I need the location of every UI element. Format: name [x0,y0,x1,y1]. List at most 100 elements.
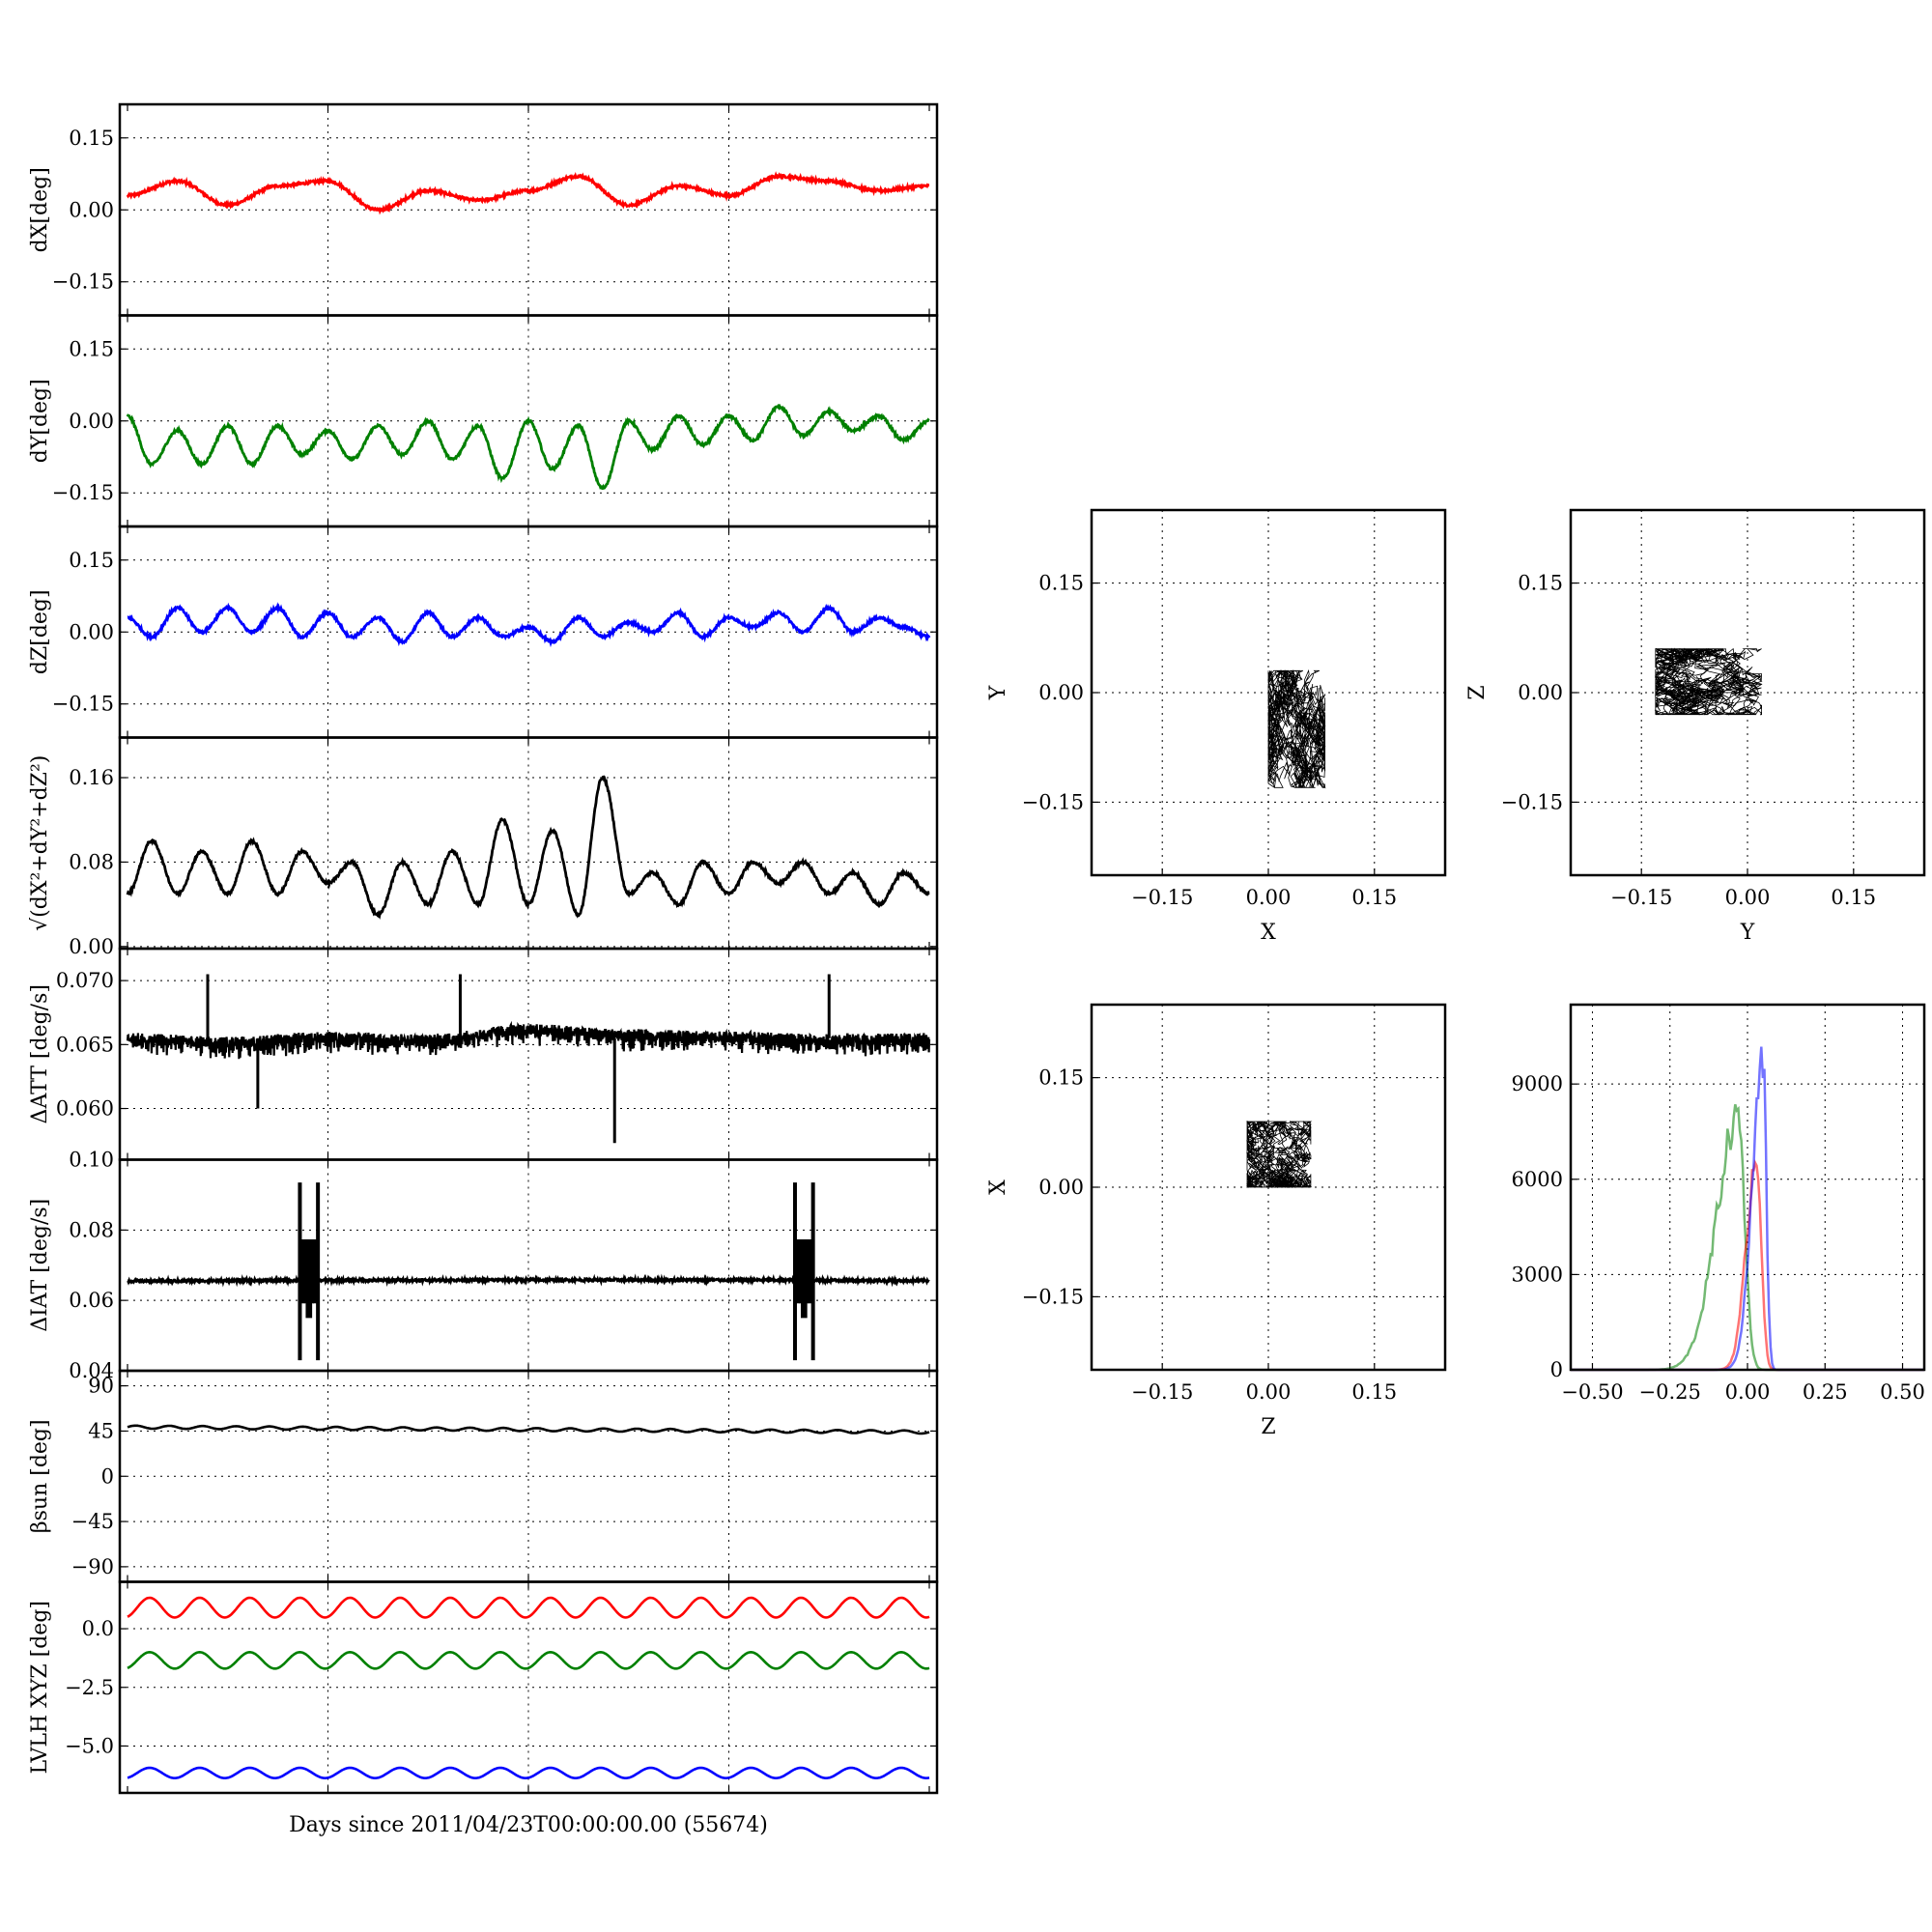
panel-histogram: −0.50 −0.25 0.00 0.25 0.50 0 3000 6000 9000 [1512,1003,1926,1404]
xtick-label: −0.25 [1639,1380,1701,1404]
series-line-0 [127,1596,930,1619]
ytick-label: 0.00 [69,620,114,643]
ytick-label: 0 [101,1464,114,1488]
xtick-label: 0.50 [1880,1380,1925,1404]
scatter-ylabel: Z [1465,685,1490,699]
series-group [126,974,931,1144]
scatter-xlabel: Y [1740,921,1755,945]
scatter-xlabel: Z [1261,1415,1275,1439]
ytick-label: 0.00 [69,410,114,433]
series-line [127,1424,930,1435]
ytick-label: 45 [88,1419,114,1442]
ylabel: LVLH XYZ [deg] [28,1601,52,1775]
ytick-label: 0.08 [69,850,114,873]
panel-frame [118,736,939,951]
ytick-label: 0.06 [69,1289,114,1312]
ytick-label: 0.15 [69,127,114,150]
panel-frame [1090,508,1447,877]
ytick-label: 0.15 [69,337,114,360]
xtick-label: 0.15 [1351,1380,1397,1404]
ytick-label: 0.10 [69,1149,114,1172]
ylabel: dZ[deg] [28,589,52,674]
panel-dX: −0.15 0.00 0.15 dX[deg] [28,102,939,317]
ytick-label: 0.16 [69,766,114,789]
ytick-label: 0.15 [1038,1066,1084,1090]
series-group [127,602,931,648]
xtick-label: 0.15 [1351,886,1397,909]
xtick-label: −0.15 [1131,886,1193,909]
ylabel: βsun [deg] [28,1419,52,1533]
xtick-label: −0.15 [1610,886,1672,909]
scatter-trace [1245,1120,1313,1189]
ylabel: dY[deg] [28,379,52,463]
ytick-label: 0.04 [69,1359,114,1382]
ylabel: ΔIAT [deg/s] [28,1199,52,1332]
xtick-label: 0.25 [1803,1380,1848,1404]
series-line [126,171,929,215]
burst-block [305,1243,313,1319]
panel-lvlh: −5.0 −2.5 0.0 LVLH XYZ [deg] [28,1580,939,1795]
panel-scatter_yz: −0.15 0.00 0.15 −0.15 0.00 0.15 Y Z [1465,508,1926,945]
xtick-label: 0.00 [1246,886,1292,909]
ylabel: dX[deg] [28,167,52,252]
ytick-label: 0.08 [69,1218,114,1241]
ytick-label: −2.5 [65,1676,114,1699]
xtick-label: 0.00 [1246,1380,1292,1404]
series-group [127,1182,930,1361]
panel-beta: −90 −45 0 45 90 βsun [deg] [28,1369,939,1583]
ytick-label: 0.070 [56,969,114,992]
panel-dR: 0.00 0.08 0.16 √(dX²+dY²+dZ²) [28,736,939,958]
scatter-histogram-panels: −0.15 0.00 0.15 −0.15 0.00 0.15 X Y −0.15 0.00 0.1… [986,508,1926,1439]
scatter-trace [1654,647,1763,716]
series-group [126,171,929,215]
ytick-label: 0.060 [56,1097,114,1121]
series-line-2 [127,1766,930,1779]
ytick-label: 9000 [1512,1072,1563,1095]
series-group [127,1424,930,1435]
burst-block [800,1243,808,1319]
ytick-label: −0.15 [52,481,114,504]
scatter-trace [1266,668,1326,789]
series-line [126,775,930,921]
panel-frame [1569,508,1926,877]
xtick-label: 0.15 [1831,886,1876,909]
series-line [126,1020,931,1060]
ytick-label: −5.0 [65,1734,114,1757]
ytick-label: 6000 [1512,1168,1563,1191]
scatter-ylabel: X [986,1179,1010,1195]
panel-scatter_zx: −0.15 0.00 0.15 −0.15 0.00 0.15 Z X [986,1003,1447,1439]
ytick-label: −0.15 [52,693,114,716]
time-series-panels: −0.150.000.15dX[deg]−0.150.000.15dY[deg]… [28,102,939,1795]
ytick-label: 0.0 [82,1617,114,1640]
scatter-xlabel: X [1261,921,1276,945]
panel-frame [1569,1003,1926,1372]
ylabel: ΔATT [deg/s] [28,984,52,1123]
ytick-label: 3000 [1512,1263,1563,1286]
series-group [126,404,930,491]
ytick-label: 90 [88,1375,114,1398]
ytick-label: 0.15 [1518,572,1563,595]
ytick-label: 0.00 [1518,681,1563,704]
ytick-label: 0.15 [1038,572,1084,595]
ytick-label: −0.15 [1501,790,1563,813]
figure-xlabel: Days since 2011/04/23T00:00:00.00 (55674… [289,1813,768,1837]
panel-dZ: −0.15 0.00 0.15 dZ[deg] [28,525,939,739]
ytick-label: 0 [1550,1358,1563,1381]
ytick-label: 0.15 [69,549,114,572]
series-line-1 [127,1650,930,1670]
ytick-label: −45 [71,1510,114,1533]
ytick-label: −90 [71,1555,114,1578]
panel-scatter_xy: −0.15 0.00 0.15 −0.15 0.00 0.15 X Y [986,508,1447,945]
ytick-label: −0.15 [1022,1285,1084,1308]
ytick-label: 0.00 [1038,1176,1084,1199]
panel-frame [1090,1003,1447,1372]
ytick-label: −0.15 [1022,790,1084,813]
panel-dY: −0.15 0.00 0.15 dY[deg] [28,314,939,528]
xtick-label: −0.15 [1131,1380,1193,1404]
scatter-ylabel: Y [986,685,1010,700]
ytick-label: 0.00 [69,935,114,958]
ytick-label: 0.00 [69,198,114,221]
series-line [126,404,930,491]
